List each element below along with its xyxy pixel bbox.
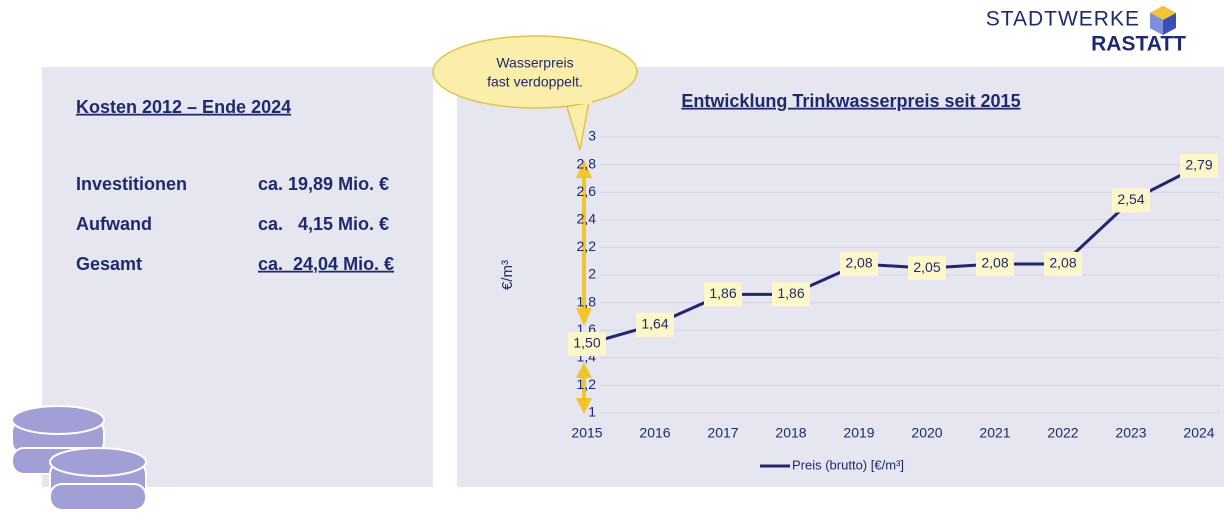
x-tick-label: 2020	[911, 425, 942, 441]
logo-text: RASTATT	[1091, 33, 1186, 56]
page: STADTWERKE RASTATT Kosten 2012 – Ende 20…	[0, 0, 1224, 513]
x-tick-label: 2023	[1115, 425, 1146, 441]
y-tick-label: 2	[588, 266, 596, 282]
y-tick-label: 1,2	[577, 376, 597, 392]
logo-icon	[1150, 6, 1176, 35]
cost-value: ca. 19,89 Mio. €	[258, 174, 389, 194]
data-label: 2,08	[845, 255, 872, 271]
data-label: 1,86	[709, 285, 736, 301]
x-tick-label: 2022	[1047, 425, 1078, 441]
data-label: 2,08	[1049, 255, 1076, 271]
costs-title: Kosten 2012 – Ende 2024	[76, 97, 291, 117]
y-tick-label: 2,6	[577, 183, 597, 199]
callout-text: Wasserpreis	[496, 55, 573, 71]
data-label: 2,08	[981, 255, 1008, 271]
y-tick-label: 1,8	[577, 293, 597, 309]
callout-join	[566, 94, 592, 104]
x-tick-label: 2015	[571, 425, 602, 441]
cost-label: Gesamt	[76, 254, 142, 274]
callout-bubble	[433, 36, 637, 108]
legend-label: Preis (brutto) [€/m³]	[792, 457, 904, 472]
data-label: 1,50	[573, 335, 600, 351]
x-tick-label: 2018	[775, 425, 806, 441]
cost-label: Aufwand	[76, 214, 152, 234]
y-tick-label: 1	[588, 404, 596, 420]
y-tick-label: 3	[588, 128, 596, 144]
cost-value: ca. 24,04 Mio. €	[258, 254, 394, 274]
x-tick-label: 2019	[843, 425, 874, 441]
data-label: 1,64	[641, 315, 668, 331]
data-label: 1,86	[777, 285, 804, 301]
y-tick-label: 2,4	[577, 211, 597, 227]
x-tick-label: 2016	[639, 425, 670, 441]
data-label: 2,05	[913, 259, 940, 275]
logo-text: STADTWERKE	[986, 8, 1140, 31]
x-tick-label: 2024	[1183, 425, 1214, 441]
cost-label: Investitionen	[76, 174, 187, 194]
y-axis-label: €/m³	[499, 260, 516, 290]
data-label: 2,79	[1185, 157, 1212, 173]
chart-title: Entwicklung Trinkwasserpreis seit 2015	[681, 91, 1020, 111]
callout-text: fast verdoppelt.	[487, 74, 583, 90]
x-tick-label: 2021	[979, 425, 1010, 441]
y-tick-label: 2,2	[577, 238, 597, 254]
y-tick-label: 2,8	[577, 155, 597, 171]
cost-value: ca. 4,15 Mio. €	[258, 214, 389, 234]
data-label: 2,54	[1117, 191, 1144, 207]
slide: STADTWERKE RASTATT Kosten 2012 – Ende 20…	[0, 0, 1224, 513]
x-tick-label: 2017	[707, 425, 738, 441]
